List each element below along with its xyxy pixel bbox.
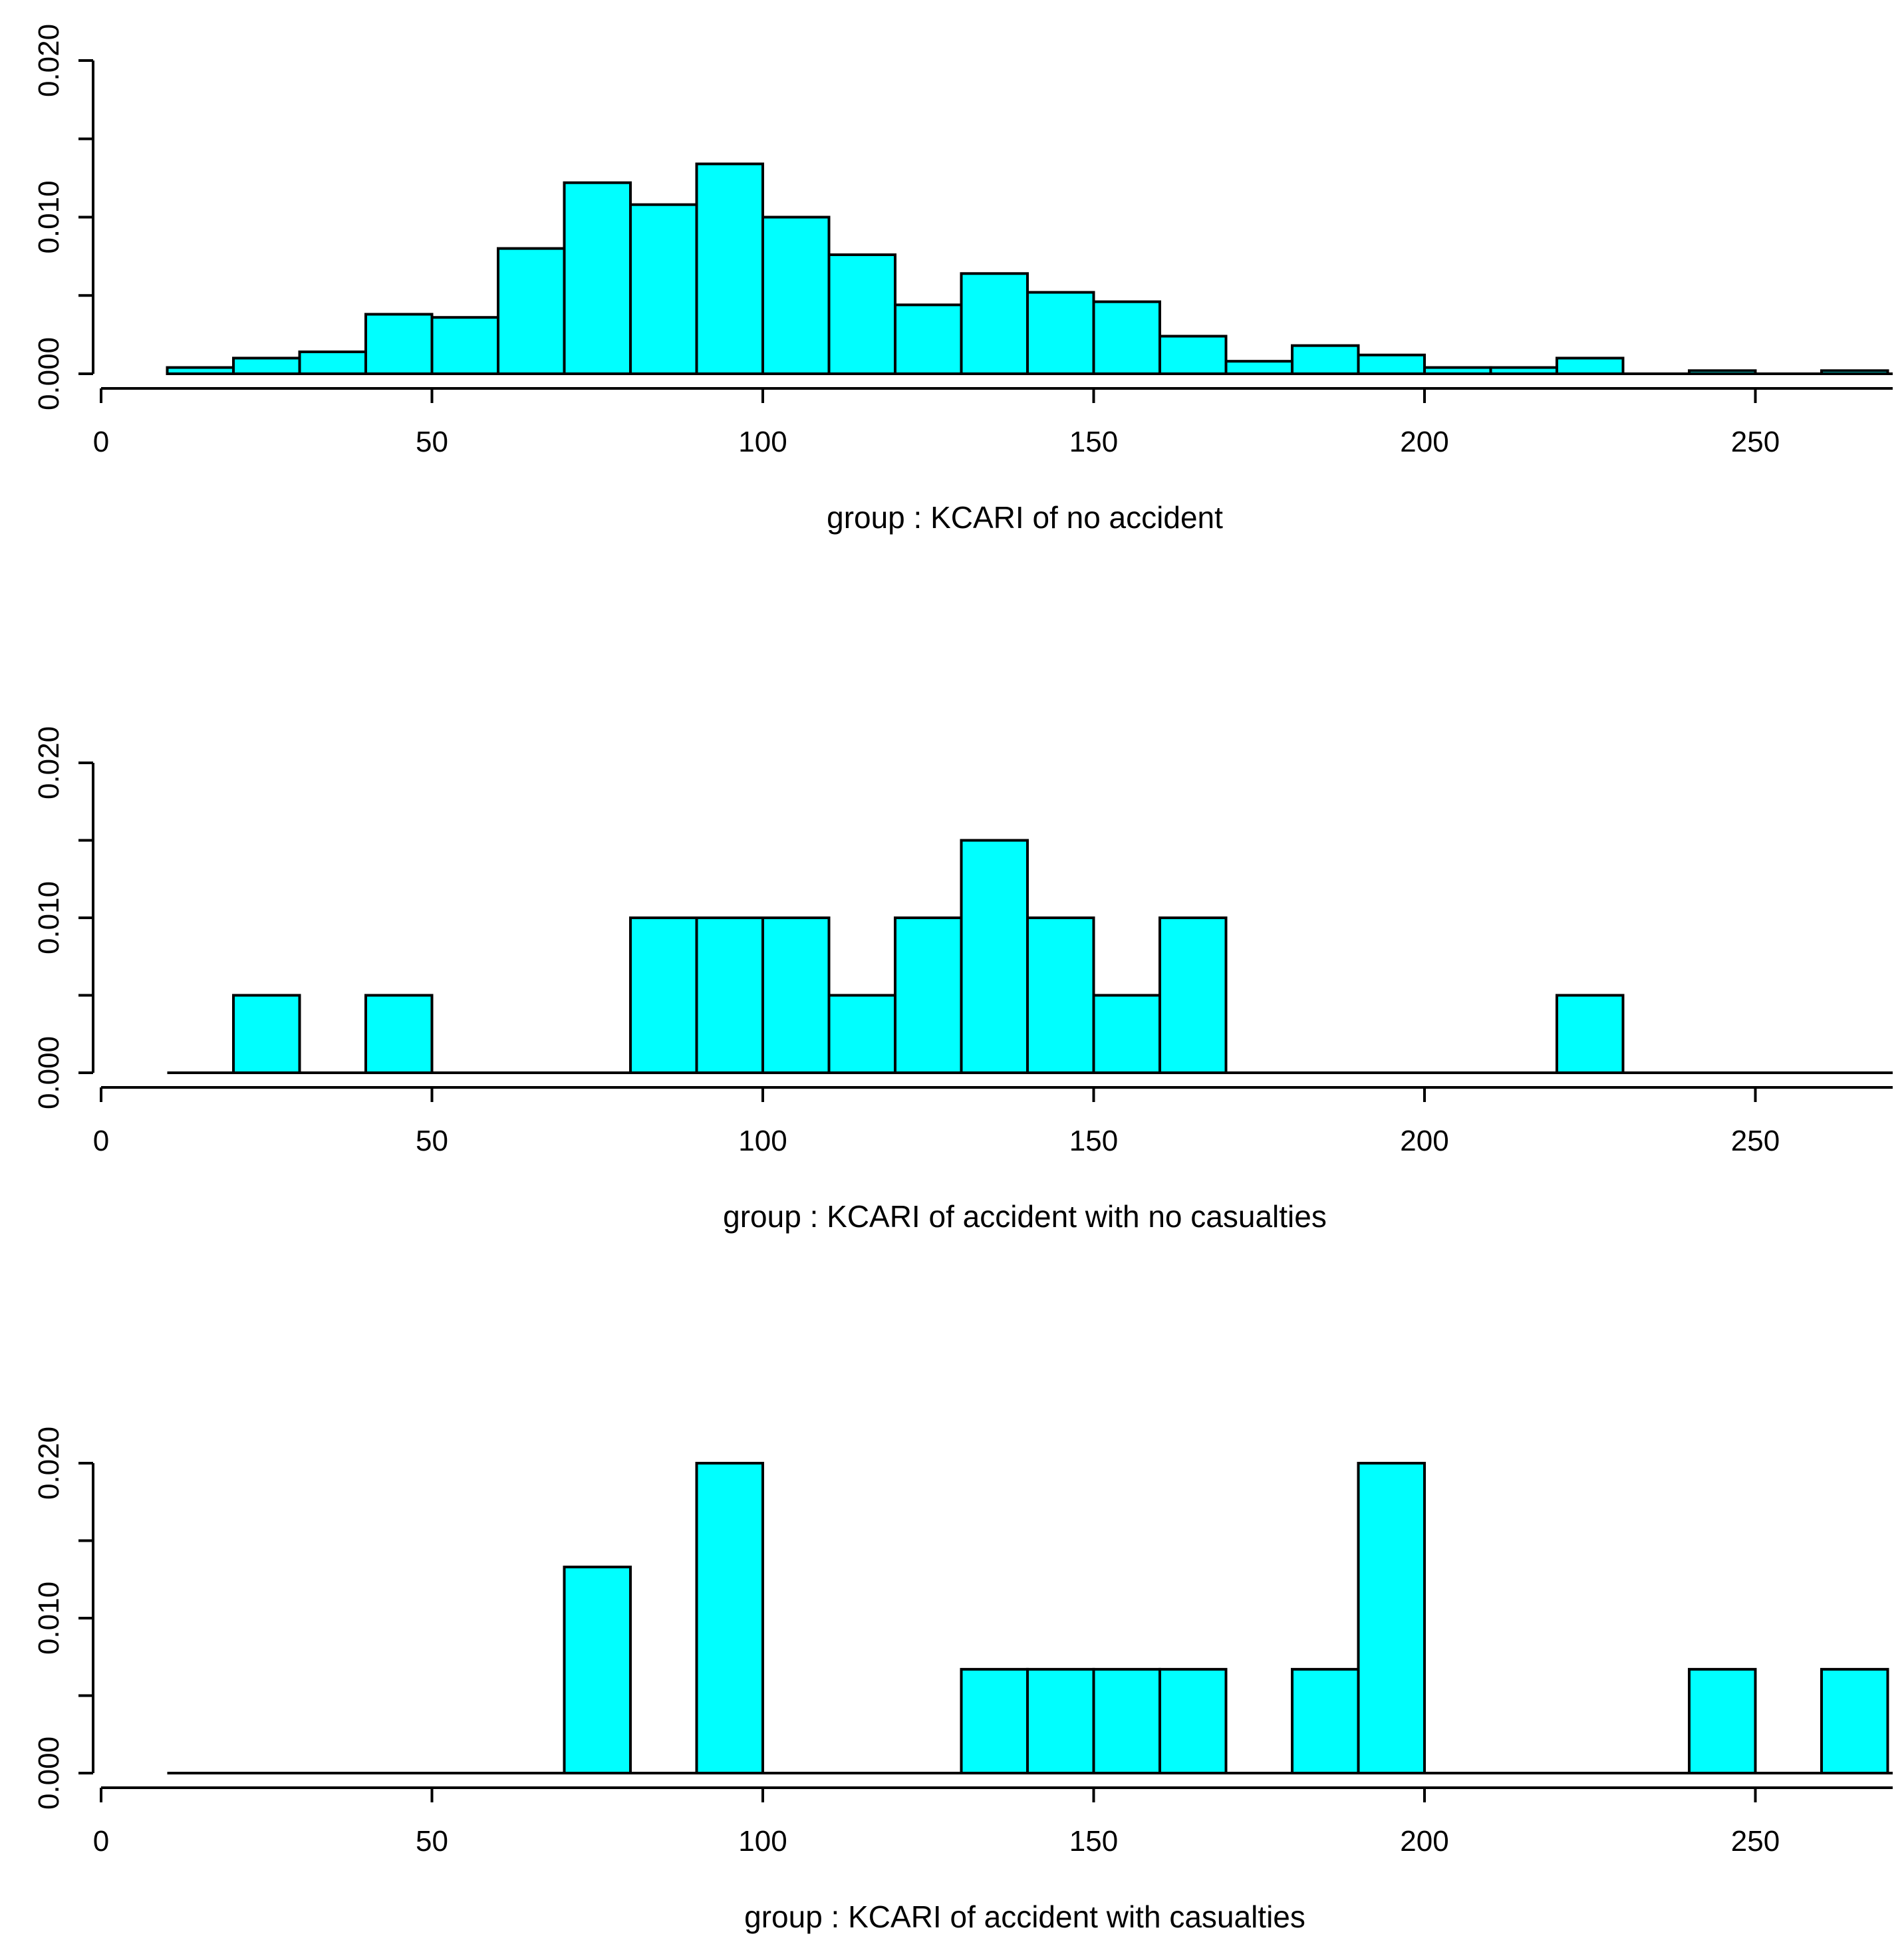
histogram-bar bbox=[233, 996, 300, 1073]
histogram-bar bbox=[1822, 370, 1888, 374]
histogram-bar bbox=[168, 368, 234, 374]
histogram-bar bbox=[1425, 368, 1491, 374]
histogram-bar bbox=[1226, 361, 1293, 374]
histogram-bar bbox=[763, 918, 829, 1073]
histogram-bar bbox=[1689, 370, 1756, 374]
histogram-bar bbox=[233, 358, 300, 374]
y-tick-label: 0.000 bbox=[33, 1036, 65, 1109]
histogram-figure: 0.000 0.010 0.020 0 50 100 150 200 250 group : KC… bbox=[0, 0, 1904, 1954]
histogram-bar bbox=[1160, 918, 1226, 1073]
histogram-bar bbox=[300, 352, 366, 374]
y-tick-label: 0.010 bbox=[33, 1582, 65, 1655]
x-tick-label: 150 bbox=[1069, 1125, 1118, 1157]
histogram-bar bbox=[366, 996, 432, 1073]
histogram-bar bbox=[1094, 302, 1160, 374]
y-tick-label: 0.000 bbox=[33, 337, 65, 410]
x-tick-label: 50 bbox=[416, 1125, 448, 1157]
histogram-bar bbox=[1160, 1669, 1226, 1773]
histogram-bar bbox=[1292, 1669, 1359, 1773]
histogram-bar bbox=[565, 183, 631, 374]
x-tick-label: 200 bbox=[1400, 1825, 1448, 1858]
histogram-bar bbox=[962, 841, 1028, 1073]
histogram-bar bbox=[895, 305, 962, 374]
histogram-bar bbox=[1027, 293, 1094, 374]
histogram-bar bbox=[1292, 346, 1359, 374]
x-tick-label: 0 bbox=[93, 1125, 109, 1157]
x-tick-label: 150 bbox=[1069, 426, 1118, 458]
histogram-bar bbox=[1359, 355, 1425, 374]
histogram-bar bbox=[565, 1567, 631, 1773]
x-tick-label: 250 bbox=[1731, 1125, 1780, 1157]
histogram-bar bbox=[630, 205, 697, 374]
histogram-bar bbox=[1491, 368, 1558, 374]
x-tick-label: 100 bbox=[738, 426, 787, 458]
x-tick-label: 100 bbox=[738, 1125, 787, 1157]
x-tick-label: 0 bbox=[93, 1825, 109, 1858]
y-tick-label: 0.020 bbox=[33, 726, 65, 799]
x-tick-label: 250 bbox=[1731, 426, 1780, 458]
x-tick-label: 100 bbox=[738, 1825, 787, 1858]
histogram-bar bbox=[432, 317, 499, 374]
y-tick-label: 0.000 bbox=[33, 1737, 65, 1810]
x-axis-label: group : KCARI of no accident bbox=[827, 500, 1223, 535]
histogram-bar bbox=[962, 273, 1028, 374]
histogram-bar bbox=[630, 918, 697, 1073]
histogram-panel-1: 0.000 0.010 0.020 0 50 100 150 200 250 group : KC… bbox=[33, 24, 1893, 535]
y-tick-label: 0.010 bbox=[33, 881, 65, 954]
histogram-bar bbox=[697, 164, 763, 374]
x-axis-label: group : KCARI of accident with no casual… bbox=[723, 1199, 1327, 1234]
histogram-bar bbox=[829, 996, 896, 1073]
x-tick-label: 200 bbox=[1400, 426, 1448, 458]
x-tick-label: 150 bbox=[1069, 1825, 1118, 1858]
histogram-bar bbox=[366, 315, 432, 374]
histogram-bar bbox=[1822, 1669, 1888, 1773]
y-tick-label: 0.020 bbox=[33, 1427, 65, 1500]
histogram-bar bbox=[1094, 1669, 1160, 1773]
histogram-bar bbox=[498, 249, 565, 374]
histogram-bar bbox=[697, 1463, 763, 1773]
histogram-bar bbox=[829, 255, 896, 374]
x-tick-label: 200 bbox=[1400, 1125, 1448, 1157]
histogram-bar bbox=[1160, 336, 1226, 374]
x-tick-label: 50 bbox=[416, 426, 448, 458]
histogram-bar bbox=[1027, 918, 1094, 1073]
histogram-bar bbox=[1359, 1463, 1425, 1773]
histogram-bar bbox=[1094, 996, 1160, 1073]
y-tick-label: 0.020 bbox=[33, 24, 65, 97]
x-tick-label: 0 bbox=[93, 426, 109, 458]
y-tick-label: 0.010 bbox=[33, 180, 65, 253]
histogram-panel-2: 0.000 0.010 0.020 0 50 100 150 200 250 group : KC… bbox=[33, 726, 1893, 1234]
histogram-bar bbox=[697, 918, 763, 1073]
histogram-bar bbox=[895, 918, 962, 1073]
x-tick-label: 250 bbox=[1731, 1825, 1780, 1858]
histogram-panel-3: 0.000 0.010 0.020 0 50 100 150 200 250 group : KC… bbox=[33, 1427, 1893, 1934]
histogram-bar bbox=[1689, 1669, 1756, 1773]
histogram-bar bbox=[1557, 996, 1623, 1073]
histogram-bar bbox=[763, 217, 829, 374]
histogram-bar bbox=[1557, 358, 1623, 374]
histogram-bar bbox=[962, 1669, 1028, 1773]
x-axis-label: group : KCARI of accident with casualtie… bbox=[744, 1899, 1305, 1934]
x-tick-label: 50 bbox=[416, 1825, 448, 1858]
histogram-bar bbox=[1027, 1669, 1094, 1773]
